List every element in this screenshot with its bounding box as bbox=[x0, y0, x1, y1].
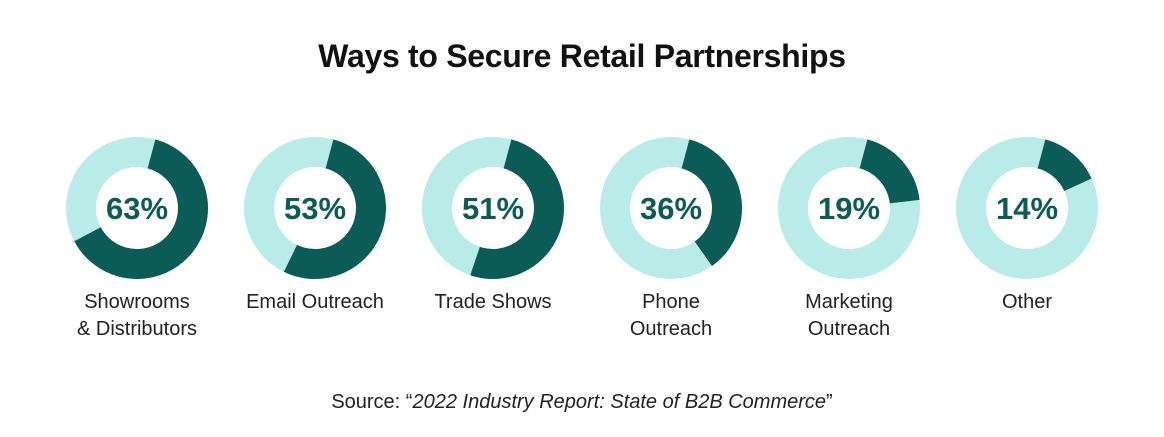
category-label: Outreach bbox=[808, 318, 890, 340]
category-label: & Distributors bbox=[77, 318, 197, 340]
donut-0: 63% Showrooms & Distributors bbox=[66, 137, 208, 340]
category-label: Trade Shows bbox=[434, 291, 551, 313]
donut-value-arc bbox=[244, 137, 386, 279]
donut-4: 19% Marketing Outreach bbox=[778, 137, 920, 340]
donut-5: 14% Other bbox=[956, 136, 1098, 313]
source-note: Source: “2022 Industry Report: State of … bbox=[0, 391, 1164, 414]
donut-value-label: 51% bbox=[462, 191, 524, 226]
donut-value-arc bbox=[778, 137, 920, 279]
donut-value-arc bbox=[956, 136, 1098, 279]
donut-value-label: 63% bbox=[106, 191, 168, 226]
donut-value-label: 36% bbox=[640, 191, 702, 226]
source-suffix: ” bbox=[826, 391, 833, 413]
category-label: Marketing bbox=[805, 291, 893, 313]
donut-value-label: 14% bbox=[996, 191, 1058, 226]
donut-value-arc bbox=[600, 137, 742, 279]
donut-value-label: 19% bbox=[818, 191, 880, 226]
donut-value-arc bbox=[422, 136, 564, 279]
chart-title: Ways to Secure Retail Partnerships bbox=[318, 38, 846, 74]
category-label: Outreach bbox=[630, 318, 712, 340]
donut-value-arc bbox=[66, 137, 208, 279]
donut-3: 36% Phone Outreach bbox=[600, 137, 742, 340]
donut-value-label: 53% bbox=[284, 191, 346, 226]
category-label: Showrooms bbox=[84, 291, 190, 313]
donut-1: 53% Email Outreach bbox=[244, 137, 386, 313]
donut-remainder-ring bbox=[956, 137, 1098, 279]
category-label: Phone bbox=[642, 291, 700, 313]
donut-remainder-ring bbox=[778, 137, 920, 279]
source-prefix: Source: “ bbox=[331, 391, 413, 413]
source-report-title: 2022 Industry Report: State of B2B Comme… bbox=[412, 391, 827, 413]
category-label: Other bbox=[1002, 291, 1052, 313]
donut-2: 51% Trade Shows bbox=[422, 136, 564, 313]
category-label: Email Outreach bbox=[246, 291, 384, 313]
